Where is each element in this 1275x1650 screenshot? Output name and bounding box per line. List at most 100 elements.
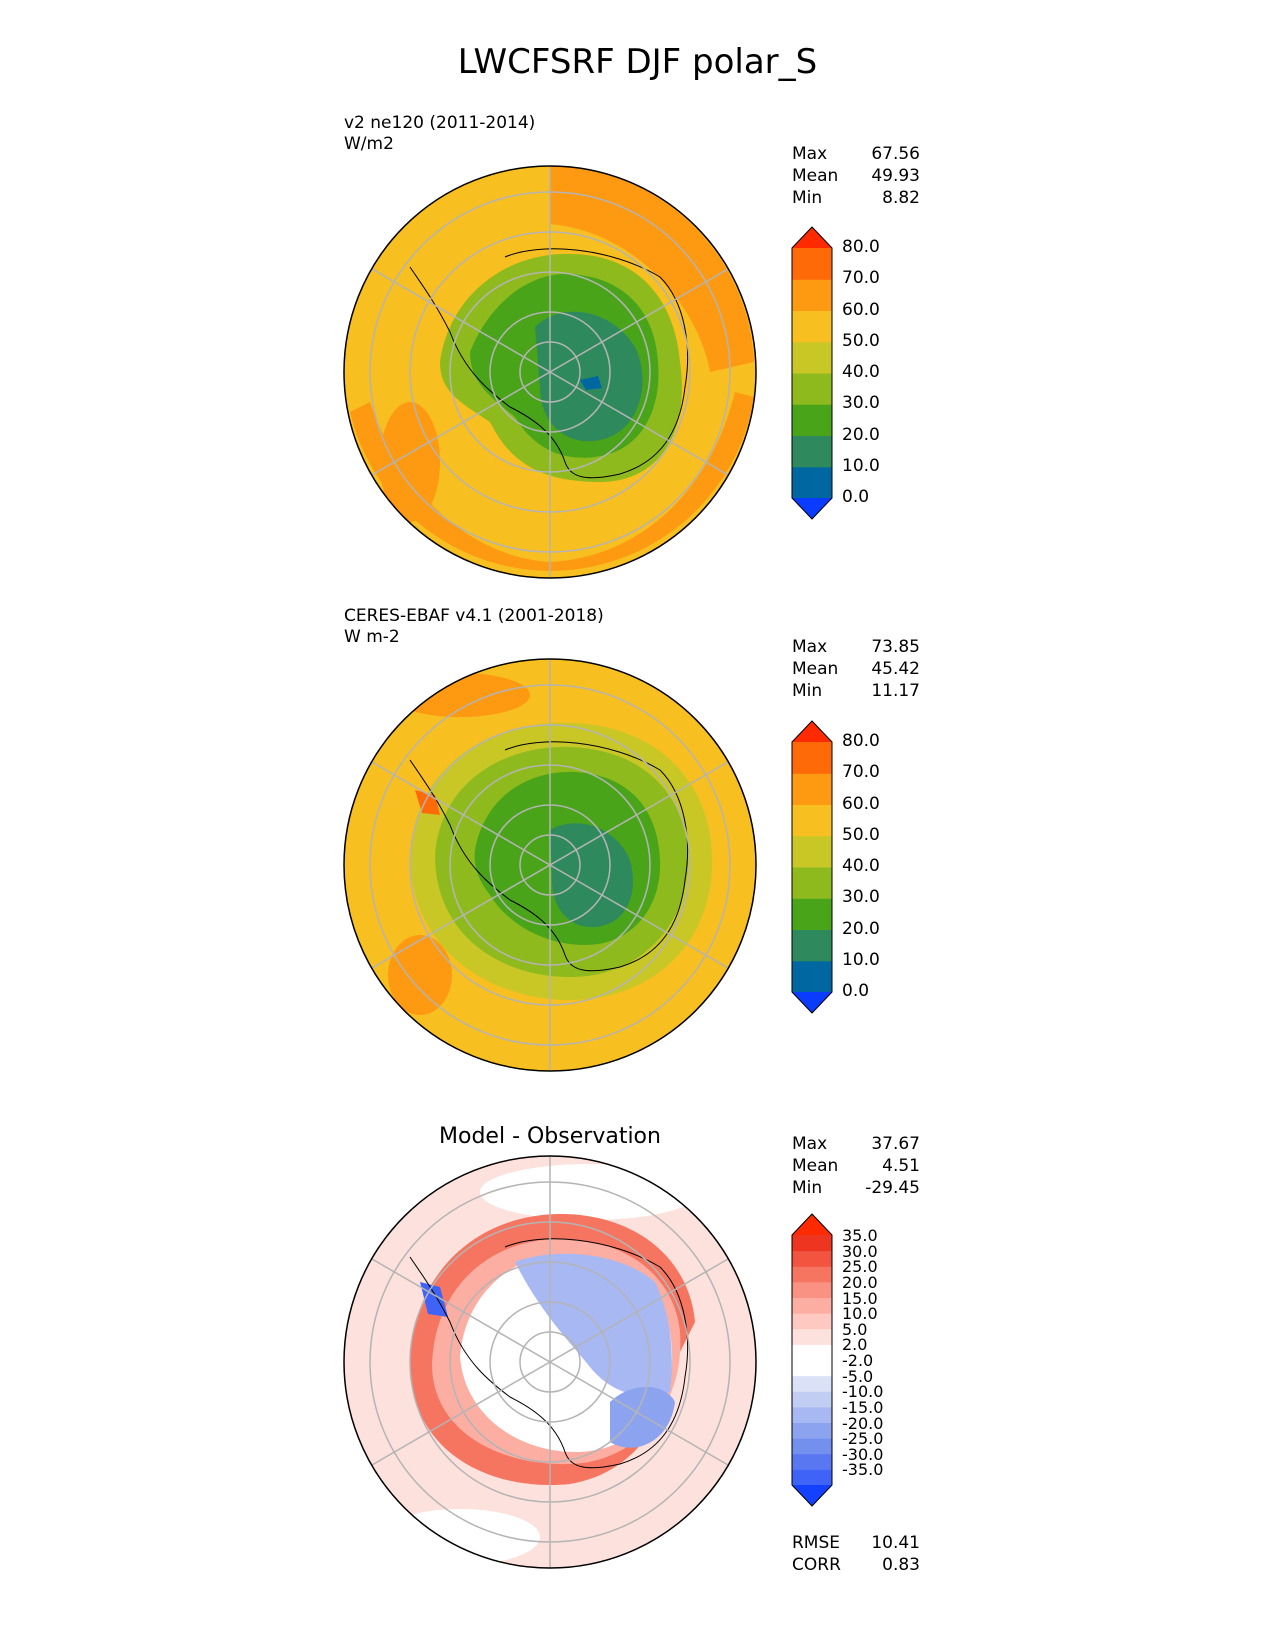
colorbar-tick-label: 0.0 — [842, 487, 870, 507]
stat-min: 11.17 — [871, 681, 920, 701]
colorbar-level — [792, 1313, 832, 1330]
colorbar-tick-label: 50.0 — [842, 330, 880, 351]
coastline — [409, 741, 689, 972]
colorbar-tick-label: 10.0 — [842, 455, 880, 476]
map-negative-patch — [515, 1253, 672, 1396]
colorbar-level — [792, 1438, 832, 1455]
colorbar-level — [792, 1266, 832, 1283]
colorbar-tick-label: 60.0 — [842, 299, 880, 320]
map-frame — [343, 1155, 757, 1569]
colorbar-level — [792, 248, 832, 280]
colorbar-level — [792, 1281, 832, 1298]
panel-3-map — [343, 1155, 757, 1569]
colorbar-tick-label: 30.0 — [842, 887, 880, 908]
metric-rmse: 10.41 — [871, 1533, 920, 1553]
panel-3-title: Model - Observation — [439, 1124, 661, 1149]
stat-max: 37.67 — [871, 1134, 920, 1154]
colorbar-level — [792, 466, 832, 499]
map-frame — [343, 165, 757, 579]
colorbar-level — [792, 341, 832, 374]
colorbar-tick-label: 35.0 — [842, 1226, 878, 1245]
colorbar-extend-min — [792, 992, 832, 1013]
colorbar-tick-label: -2.0 — [842, 1351, 874, 1370]
colorbar-tick-label: 20.0 — [842, 1272, 878, 1292]
colorbar-tick-label: 20.0 — [842, 424, 880, 445]
colorbar-level — [792, 835, 832, 868]
colorbar-level — [792, 1360, 832, 1377]
map-frame — [343, 658, 757, 1072]
panel-2-colorbar — [791, 720, 833, 1014]
panel-2-case: CERES-EBAF v4.1 (2001-2018) — [344, 606, 604, 626]
colorbar-tick-label: 70.0 — [842, 268, 880, 289]
colorbar-tick-label: 30.0 — [842, 1241, 878, 1261]
colorbar-level — [792, 929, 832, 962]
colorbar-tick-label: 25.0 — [842, 1257, 878, 1277]
stat-mean: 4.51 — [882, 1156, 920, 1176]
stat-label: Max — [792, 144, 828, 164]
colorbar-tick-label: 0.0 — [842, 981, 870, 1001]
stat-mean: 45.42 — [871, 659, 920, 679]
colorbar-tick-label: 40.0 — [842, 362, 880, 382]
panel-1-colorbar — [791, 226, 833, 520]
colorbar-level — [792, 1375, 832, 1392]
panel-2-map — [343, 658, 757, 1072]
colorbar-extend-min — [792, 498, 832, 519]
stat-label: Min — [792, 188, 823, 208]
panel-3-colorbar — [791, 1213, 833, 1507]
stat-mean: 49.93 — [871, 166, 920, 186]
panel-3-metrics: RMSE 10.41 CORR 0.83 — [792, 1532, 920, 1576]
map-band — [350, 392, 754, 571]
colorbar-level — [792, 1235, 832, 1252]
panel-1-subtitle: v2 ne120 (2011-2014) W/m2 — [344, 113, 535, 155]
panel-1-units: W/m2 — [344, 134, 394, 154]
colorbar-tick-label: -30.0 — [842, 1444, 884, 1464]
stat-max: 67.56 — [871, 144, 920, 164]
panel-2-stats: Max 73.85 Mean 45.42 Min 11.17 — [792, 636, 920, 702]
colorbar-tick-label: 2.0 — [842, 1335, 868, 1355]
colorbar-level — [792, 1453, 832, 1470]
colorbar-extend-max — [792, 227, 832, 248]
colorbar-level — [792, 1328, 832, 1345]
colorbar-extend-max — [792, 721, 832, 742]
colorbar-tick-label: 60.0 — [842, 793, 880, 814]
panel-2-subtitle: CERES-EBAF v4.1 (2001-2018) W m-2 — [344, 606, 604, 648]
colorbar-level — [792, 1406, 832, 1423]
map-min-patch — [580, 376, 602, 390]
colorbar-tick-label: 40.0 — [842, 856, 880, 876]
colorbar-tick-label: -5.0 — [842, 1366, 874, 1386]
colorbar-outline — [791, 720, 833, 1014]
stat-label: Max — [792, 637, 828, 657]
panel-1-stats: Max 67.56 Mean 49.93 Min 8.82 — [792, 143, 920, 209]
graticule — [369, 166, 731, 578]
colorbar-extend-max — [792, 1214, 832, 1235]
colorbar-tick-label: 10.0 — [842, 1304, 878, 1324]
panel-2-units: W m-2 — [344, 627, 400, 647]
colorbar-level — [792, 404, 832, 436]
stat-label: Min — [792, 681, 823, 701]
colorbar-tick-label: 50.0 — [842, 824, 880, 845]
colorbar-level — [792, 279, 832, 311]
colorbar-tick-label: -10.0 — [842, 1382, 884, 1402]
colorbar-level — [792, 867, 832, 899]
map-band — [388, 935, 452, 1015]
colorbar-level — [792, 898, 832, 930]
panel-1-map — [343, 165, 757, 579]
colorbar-level — [792, 310, 832, 343]
colorbar-level — [792, 435, 832, 468]
page-title: LWCFSRF DJF polar_S — [457, 42, 818, 82]
metric-label: RMSE — [792, 1533, 841, 1553]
colorbar-tick-label: 10.0 — [842, 949, 880, 970]
colorbar-tick-label: 5.0 — [842, 1319, 868, 1339]
coastline — [409, 248, 689, 479]
colorbar-tick-label: 80.0 — [842, 731, 880, 751]
colorbar-level — [792, 1250, 832, 1267]
colorbar-level — [792, 960, 832, 993]
stat-min: 8.82 — [882, 188, 920, 208]
colorbar-tick-label: 80.0 — [842, 237, 880, 257]
colorbar-level — [792, 1297, 832, 1314]
colorbar-tick-label: -25.0 — [842, 1429, 884, 1449]
colorbar-level — [792, 742, 832, 774]
colorbar-level — [792, 1422, 832, 1439]
colorbar-tick-label: -15.0 — [842, 1397, 884, 1417]
stat-label: Mean — [792, 1156, 839, 1176]
